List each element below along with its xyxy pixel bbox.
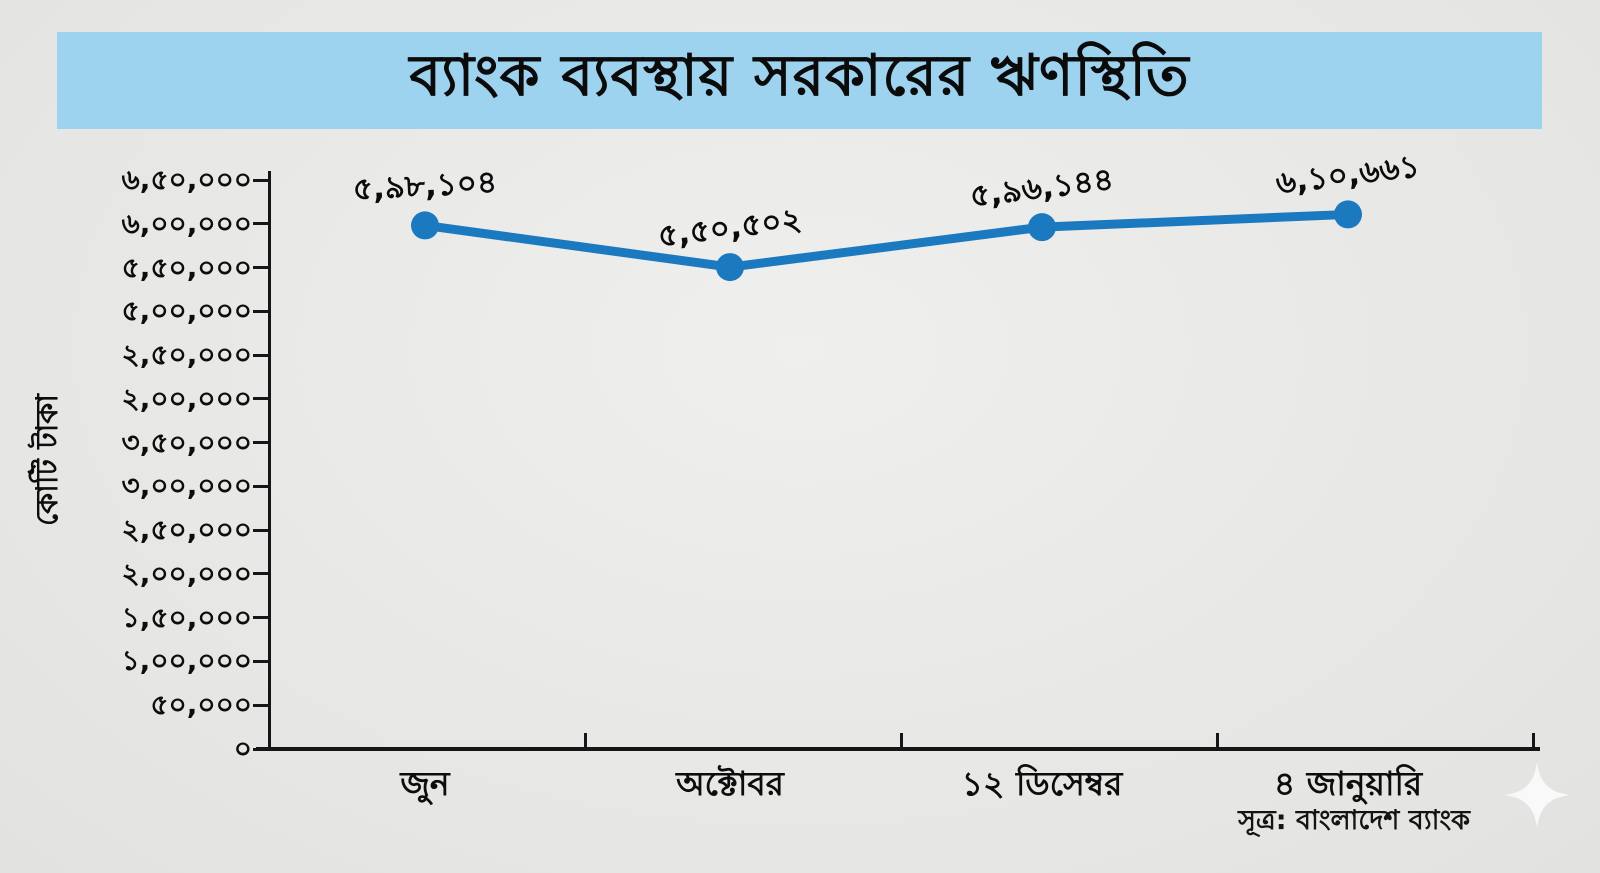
y-tick-label: ১,০০,০০০ [121,644,252,678]
x-tick-label: ১২ ডিসেম্বর [961,764,1123,803]
x-tick-label: অক্টোবর [676,764,784,803]
y-tick-label: ০ [233,732,252,765]
y-tick-mark [253,178,270,182]
y-tick-label: ১,৫০,০০০ [121,600,252,634]
sparkle-icon [1504,762,1570,828]
y-tick-mark [253,353,270,357]
data-point-label: ৫,৯৮,১০৪ [351,164,498,209]
y-tick-label: ২,৫০,০০০ [121,338,252,372]
x-tick-mark [1215,733,1219,749]
y-tick-mark [253,441,270,445]
y-tick-label: ৬,৫০,০০০ [121,163,252,196]
y-tick-label: ৫,৫০,০০০ [121,250,252,284]
source-note: সূত্র: বাংলাদেশ ব্যাংক [1238,805,1470,836]
data-point-label: ৫,৯৬,১৪৪ [967,161,1116,215]
x-tick-label: জুন [400,764,450,803]
x-axis-line [256,747,1540,751]
data-point-label: ৫,৫০,৫০২ [655,201,804,255]
x-tick-mark [1531,733,1535,749]
y-tick-mark [253,616,270,620]
data-point-marker [1334,200,1362,229]
y-tick-mark [253,528,270,532]
y-tick-mark [253,703,270,707]
y-tick-label: ৫০,০০০ [150,688,252,722]
y-tick-mark [253,222,270,226]
y-axis-line [268,171,271,751]
y-tick-label: ২,০০,০০০ [121,556,252,590]
y-tick-mark [253,659,270,663]
data-point-marker [411,211,439,240]
y-tick-mark [253,309,270,313]
y-tick-label: ২,০০,০০০ [121,381,252,415]
x-tick-mark [584,733,588,749]
y-tick-mark [253,572,270,576]
y-tick-label: ৩,৫০,০০০ [121,425,252,459]
y-tick-mark [253,484,270,488]
y-tick-label: ২,৫০,০০০ [121,513,252,547]
y-tick-label: ৬,০০,০০০ [121,206,252,240]
title-band: ব্যাংক ব্যবস্থায় সরকারের ঋণস্থিতি [57,32,1542,129]
y-tick-mark [253,747,270,751]
y-tick-mark [253,397,270,401]
data-point-label: ৬,১০,৬৬১ [1273,148,1422,203]
y-tick-label: ৫,০০,০০০ [121,294,252,328]
y-tick-label: ৩,০০,০০০ [121,469,252,503]
x-tick-label: ৪ জানুয়ারি [1273,764,1423,803]
x-tick-mark [900,733,903,749]
y-tick-mark [253,266,270,270]
chart-title: ব্যাংক ব্যবস্থায় সরকারের ঋণস্থিতি [409,43,1190,109]
